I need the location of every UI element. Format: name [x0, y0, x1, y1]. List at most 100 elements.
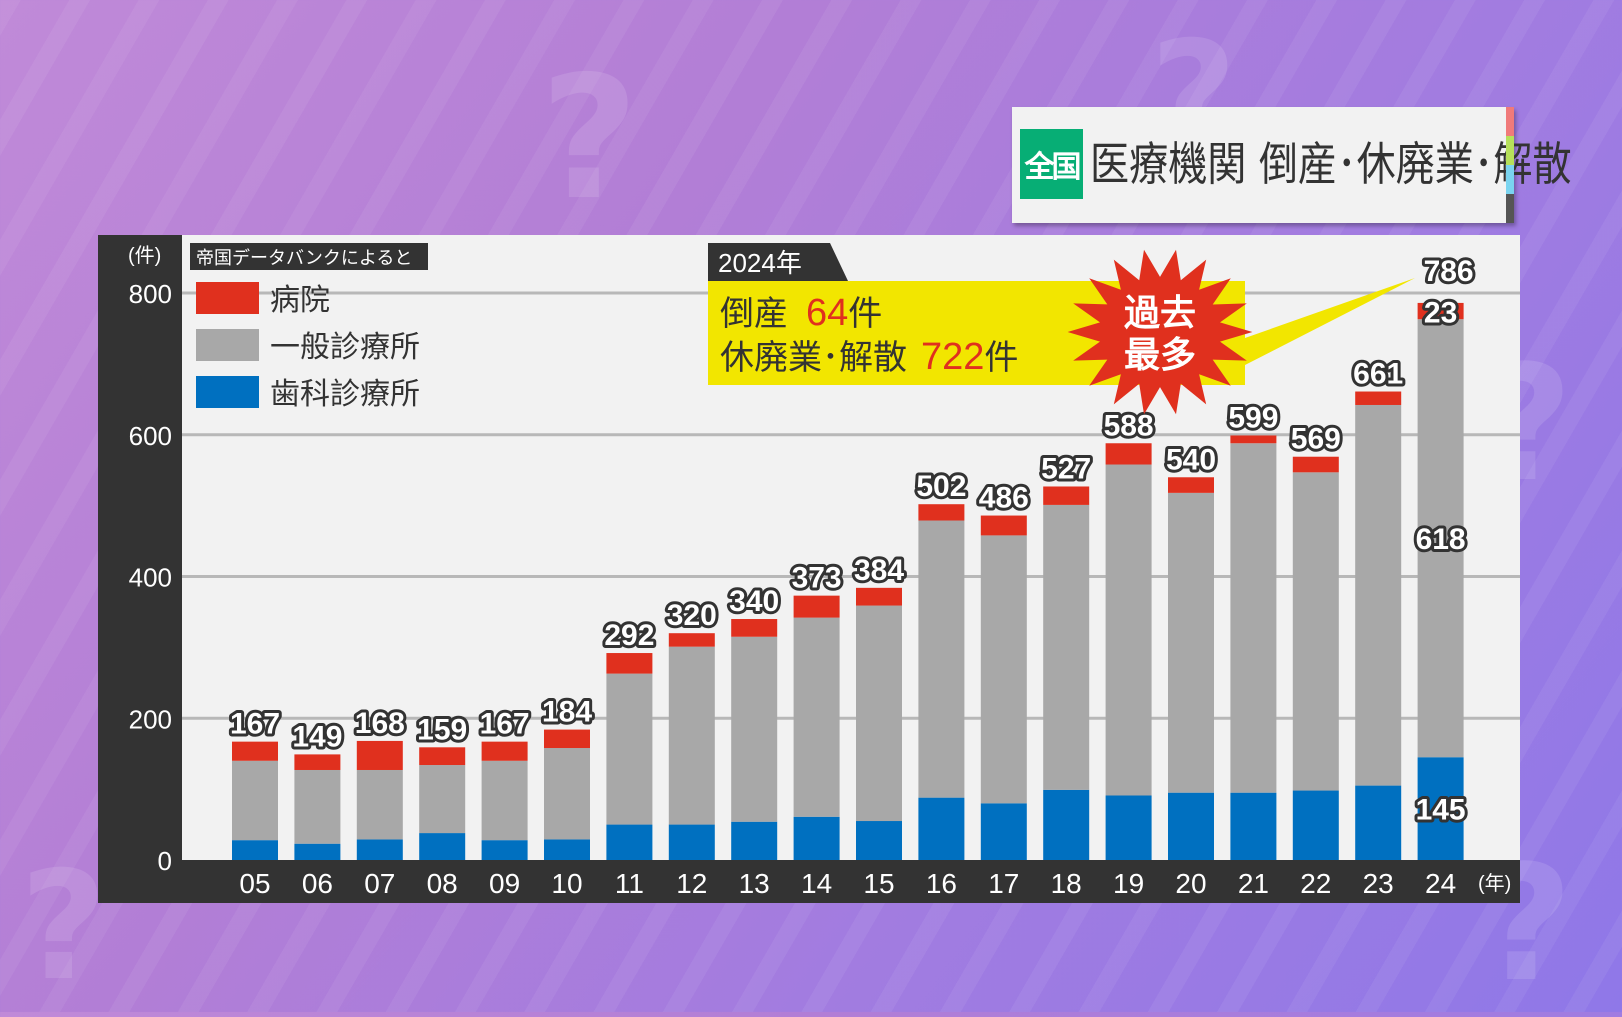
bar-general-13	[731, 636, 778, 822]
color-strip	[1506, 136, 1514, 165]
total-label: 540	[1166, 443, 1216, 476]
bar-dental-06	[294, 843, 341, 860]
bar-general-12	[668, 646, 715, 825]
total-label: 384	[854, 554, 904, 587]
callout-pointer	[1245, 278, 1415, 365]
total-label: 292	[604, 619, 654, 652]
x-tick-label: 22	[1300, 868, 1331, 899]
label-2024-hospital: 23	[1424, 297, 1457, 330]
bar-hospital-10	[544, 729, 590, 749]
x-tick-label: 24	[1425, 868, 1456, 899]
bar-dental-22	[1292, 790, 1339, 860]
bar-general-16	[918, 520, 965, 798]
title-badge: 全国	[1020, 129, 1083, 199]
bar-dental-11	[606, 824, 653, 860]
year-tab-label: 2024年	[718, 248, 802, 278]
bar-general-20	[1168, 492, 1214, 793]
y-tick-label: 0	[158, 846, 172, 876]
legend-swatch-general	[196, 329, 259, 361]
x-tick-label: 19	[1113, 868, 1144, 899]
legend-swatch-dental	[196, 376, 259, 408]
closure-label: 休廃業･解散	[720, 339, 907, 377]
bar-hospital-06	[294, 754, 341, 770]
total-label: 569	[1291, 423, 1341, 456]
closure-unit: 件	[984, 339, 1018, 377]
color-strip	[1506, 165, 1514, 194]
bar-dental-05	[232, 840, 278, 860]
bar-dental-21	[1230, 792, 1277, 860]
y-tick-label: 600	[129, 421, 172, 451]
bar-hospital-11	[606, 653, 653, 674]
bar-dental-23	[1355, 785, 1402, 860]
burst-line2: 最多	[1124, 334, 1196, 375]
legend-label-dental: 歯科診療所	[270, 378, 420, 411]
bar-hospital-14	[793, 595, 840, 618]
bar-hospital-09	[481, 741, 528, 761]
closure-value: 722	[921, 336, 984, 378]
bar-general-08	[419, 765, 466, 834]
label-2024-dental: 145	[1416, 794, 1466, 827]
legend-swatch-hospital	[196, 282, 259, 314]
x-tick-label: 18	[1051, 868, 1082, 899]
chart-title: 医療機関 倒産･休廃業･解散	[1090, 137, 1572, 191]
y-axis-band	[98, 235, 182, 903]
bar-general-22	[1292, 472, 1339, 791]
bankruptcy-value: 64	[806, 292, 848, 334]
bar-general-17	[980, 535, 1027, 804]
x-tick-label: 20	[1175, 868, 1206, 899]
legend-label-general: 一般診療所	[270, 331, 420, 364]
bar-general-14	[793, 617, 840, 817]
total-label: 167	[230, 708, 280, 741]
title-box: 全国 医療機関 倒産･休廃業･解散	[1012, 107, 1572, 223]
bar-dental-12	[668, 824, 715, 860]
bankruptcy-unit: 件	[848, 295, 882, 333]
x-tick-label: 14	[801, 868, 832, 899]
bar-general-05	[232, 760, 278, 841]
bar-hospital-21	[1230, 435, 1277, 444]
total-label: 502	[916, 470, 966, 503]
bar-dental-14	[793, 816, 840, 860]
total-label: 486	[979, 482, 1029, 515]
bar-dental-07	[356, 839, 403, 860]
total-label: 159	[417, 713, 467, 746]
x-tick-label: 07	[364, 868, 395, 899]
bar-dental-08	[419, 833, 466, 860]
bankruptcy-label: 倒産	[720, 295, 788, 333]
callout-line2: 休廃業･解散 722件	[720, 336, 1018, 378]
legend-label-hospital: 病院	[270, 284, 330, 317]
bar-general-07	[356, 769, 403, 840]
y-tick-label: 400	[129, 563, 172, 593]
question-mark-decoration: ?	[20, 840, 108, 1014]
bar-general-15	[856, 605, 902, 822]
x-tick-label: 17	[988, 868, 1019, 899]
bar-dental-18	[1043, 789, 1090, 860]
bar-general-21	[1230, 443, 1277, 793]
callout-line1: 倒産 64件	[720, 292, 882, 334]
x-tick-label: 13	[739, 868, 770, 899]
bar-dental-16	[918, 797, 965, 860]
source-note-bg	[190, 243, 428, 270]
bar-hospital-17	[980, 515, 1027, 536]
bar-dental-24	[1417, 757, 1464, 860]
x-tick-label: 10	[551, 868, 582, 899]
total-label: 373	[792, 562, 842, 595]
y-tick-label: 800	[129, 279, 172, 309]
bar-hospital-20	[1168, 477, 1214, 493]
color-strip	[1506, 107, 1514, 136]
total-label: 340	[729, 585, 779, 618]
x-tick-label: 16	[926, 868, 957, 899]
bar-hospital-22	[1292, 456, 1339, 473]
record-high-burst	[1067, 249, 1253, 415]
bar-general-06	[294, 769, 341, 844]
bar-dental-10	[544, 839, 590, 860]
x-axis-unit: (年)	[1478, 872, 1511, 895]
x-tick-label: 09	[489, 868, 520, 899]
bar-general-19	[1105, 464, 1152, 796]
legend: 病院 一般診療所 歯科診療所	[196, 282, 420, 411]
x-tick-label: 15	[863, 868, 894, 899]
x-tick-label: 05	[239, 868, 270, 899]
total-label: 168	[355, 707, 405, 740]
x-tick-label: 23	[1363, 868, 1394, 899]
x-axis-band	[182, 860, 1520, 903]
bar-hospital-18	[1043, 486, 1090, 505]
